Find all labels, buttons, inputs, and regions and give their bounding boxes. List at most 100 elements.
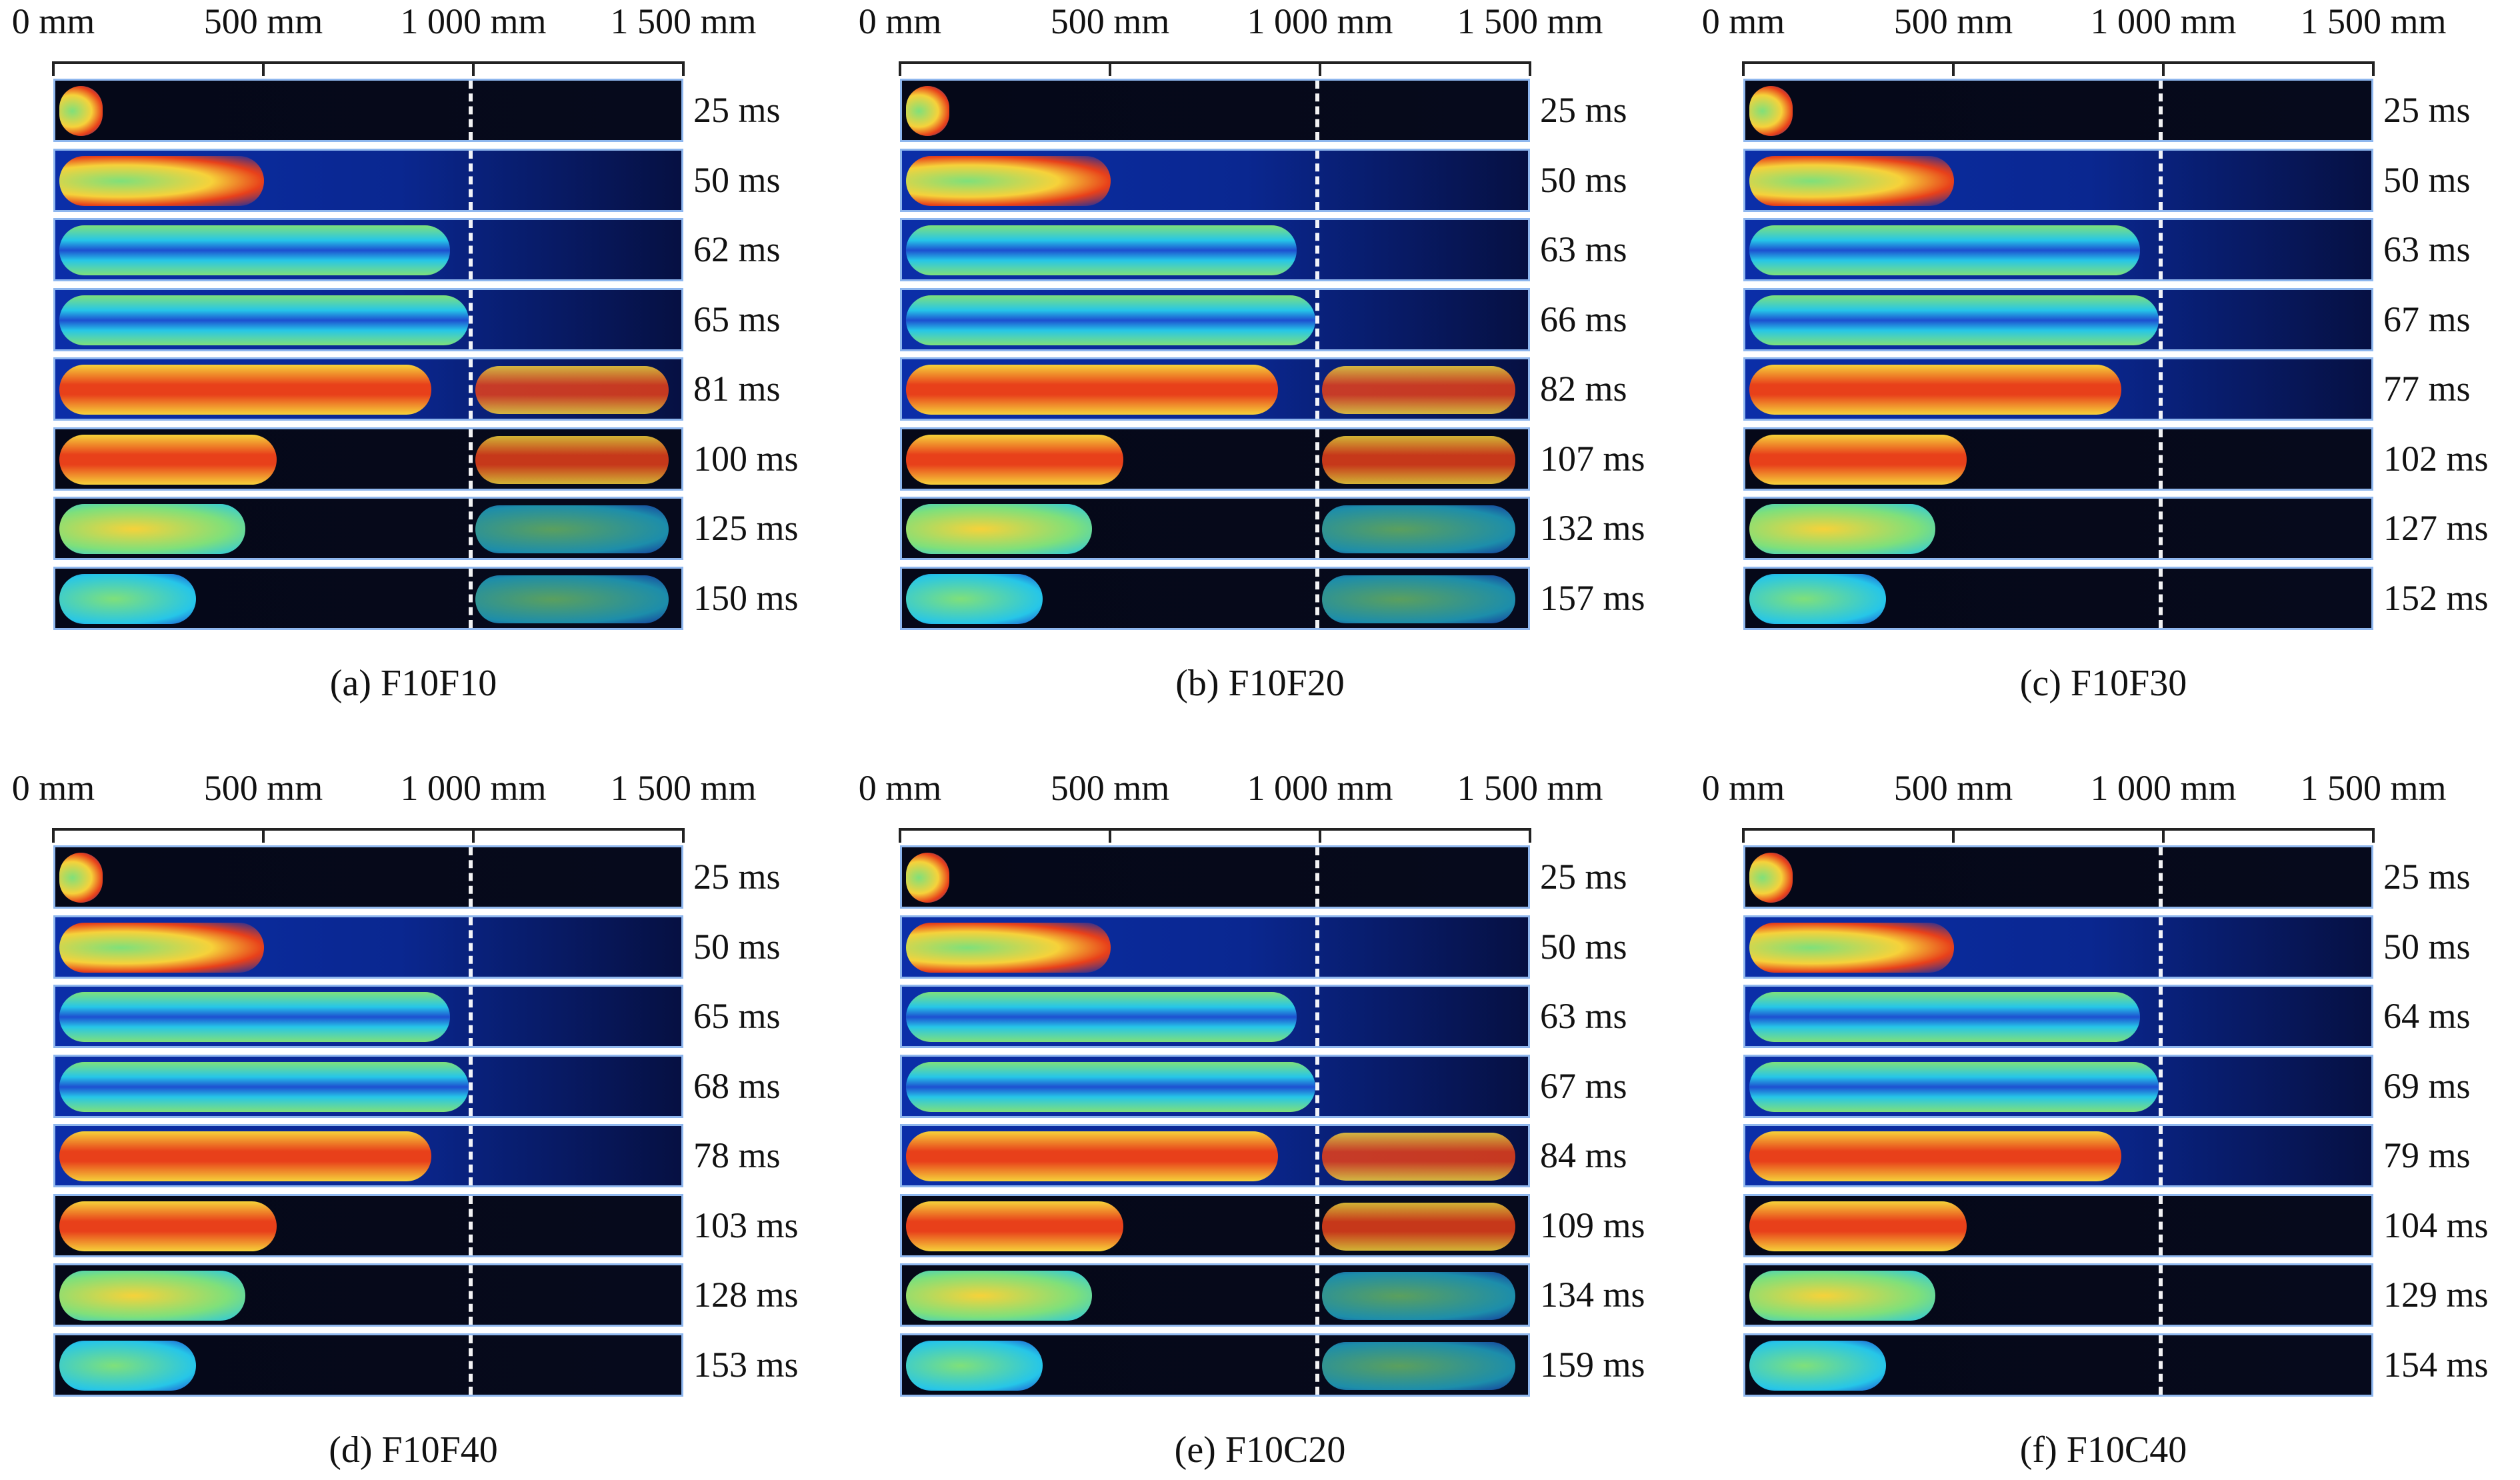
flame-region [906,573,1043,624]
frame-time-label: 50 ms [1540,159,1627,200]
frame-time-label: 50 ms [2383,926,2471,967]
position-marker-dashed-line [469,1335,473,1395]
secondary-flame-region [1322,1133,1515,1181]
flame-frame [53,497,683,560]
position-marker-dashed-line [1315,847,1319,907]
flame-region [1749,365,2121,415]
axis-tick [1109,828,1111,843]
flame-frame [1743,148,2373,212]
position-marker-dashed-line [2159,429,2163,489]
axis-tick [1742,61,1745,76]
flame-region [906,86,949,136]
position-marker-dashed-line [469,568,473,628]
flame-frame [1743,79,2373,142]
position-marker-dashed-line [1315,499,1319,558]
frame-time-label: 78 ms [693,1135,781,1175]
secondary-flame-region [475,575,669,623]
axis-tick-label: 1 500 mm [1457,1,1603,41]
flame-region [59,1131,431,1181]
secondary-flame-region [475,505,669,553]
flame-region [906,1271,1092,1321]
secondary-flame-region [475,366,669,414]
secondary-flame-region [1322,366,1515,414]
frame-time-label: 25 ms [1540,857,1627,897]
frame-time-label: 50 ms [1540,926,1627,967]
axis-line [53,828,683,831]
flame-region [1749,992,2140,1042]
axis-line [53,61,683,64]
position-marker-dashed-line [1315,987,1319,1046]
frame-time-label: 154 ms [2383,1344,2489,1385]
position-marker-dashed-line [469,289,473,349]
flame-frame [900,287,1530,351]
flame-frame [53,1263,683,1327]
flame-frame [1743,845,2373,909]
axis-tick [1109,61,1111,76]
axis-tick [2372,61,2375,76]
axis-line [1743,828,2373,831]
frame-time-label: 25 ms [693,90,781,130]
axis-tick-label: 1 500 mm [2300,1,2447,41]
distance-axis: 0 mm 500 mm 1 000 mm 1 500 mm [847,0,1673,76]
position-marker-dashed-line [2159,1335,2163,1395]
flame-region [59,504,245,554]
flame-frame [53,1124,683,1187]
flame-frame [53,218,683,281]
axis-tick [899,828,901,843]
distance-axis: 0 mm 500 mm 1 000 mm 1 500 mm [1690,0,2517,76]
axis-tick [1319,828,1321,843]
axis-tick [262,828,265,843]
position-marker-dashed-line [469,429,473,489]
axis-tick-label: 1 000 mm [1247,768,1393,808]
axis-tick-label: 1 000 mm [2090,1,2237,41]
axis-line [900,61,1530,64]
axis-tick-label: 1 000 mm [2090,768,2237,808]
flame-region [906,1061,1315,1112]
axis-tick [1529,828,1531,843]
position-marker-dashed-line [2159,220,2163,279]
figure-panel: 0 mm 500 mm 1 000 mm 1 500 mm 25 ms 50 ms 65 m… [0,767,827,1473]
position-marker-dashed-line [469,499,473,558]
position-marker-dashed-line [469,847,473,907]
axis-tick-label: 1 500 mm [1457,768,1603,808]
flame-frame [1743,1333,2373,1397]
flame-frame [900,1054,1530,1118]
axis-tick [472,828,475,843]
axis-line [1743,61,2373,64]
position-marker-dashed-line [469,220,473,279]
panel-caption: (f) F10C40 [2019,1429,2187,1471]
panel-caption: (e) F10C20 [1174,1429,1346,1471]
flame-frame [900,79,1530,142]
flame-frame [53,79,683,142]
frame-time-label: 81 ms [693,369,781,409]
flame-region [59,992,450,1042]
flame-frame [900,218,1530,281]
frame-time-label: 69 ms [2383,1065,2471,1106]
secondary-flame-region [1322,505,1515,553]
frame-time-label: 68 ms [693,1065,781,1106]
flame-frame [1743,566,2373,630]
flame-region [59,1201,277,1251]
position-marker-dashed-line [2159,359,2163,419]
axis-tick [1952,61,1955,76]
axis-tick [262,61,265,76]
frame-time-label: 82 ms [1540,369,1627,409]
position-marker-dashed-line [469,1056,473,1116]
panel-caption: (a) F10F10 [329,663,497,704]
position-marker-dashed-line [1315,1056,1319,1116]
flame-frame [1743,218,2373,281]
panel-caption: (c) F10F30 [2019,663,2187,704]
axis-tick-label: 0 mm [11,1,95,41]
flame-frame [1743,497,2373,560]
flame-region [59,853,103,903]
distance-axis: 0 mm 500 mm 1 000 mm 1 500 mm [1690,767,2517,843]
axis-tick-label: 0 mm [858,768,942,808]
axis-tick-label: 1 500 mm [2300,768,2447,808]
position-marker-dashed-line [2159,289,2163,349]
figure-panel: 0 mm 500 mm 1 000 mm 1 500 mm 25 ms 50 ms 63 m… [1690,0,2517,707]
axis-tick [1952,828,1955,843]
frame-time-label: 125 ms [693,508,799,548]
frame-time-label: 65 ms [693,299,781,339]
flame-region [59,922,264,973]
flame-frame [53,1333,683,1397]
